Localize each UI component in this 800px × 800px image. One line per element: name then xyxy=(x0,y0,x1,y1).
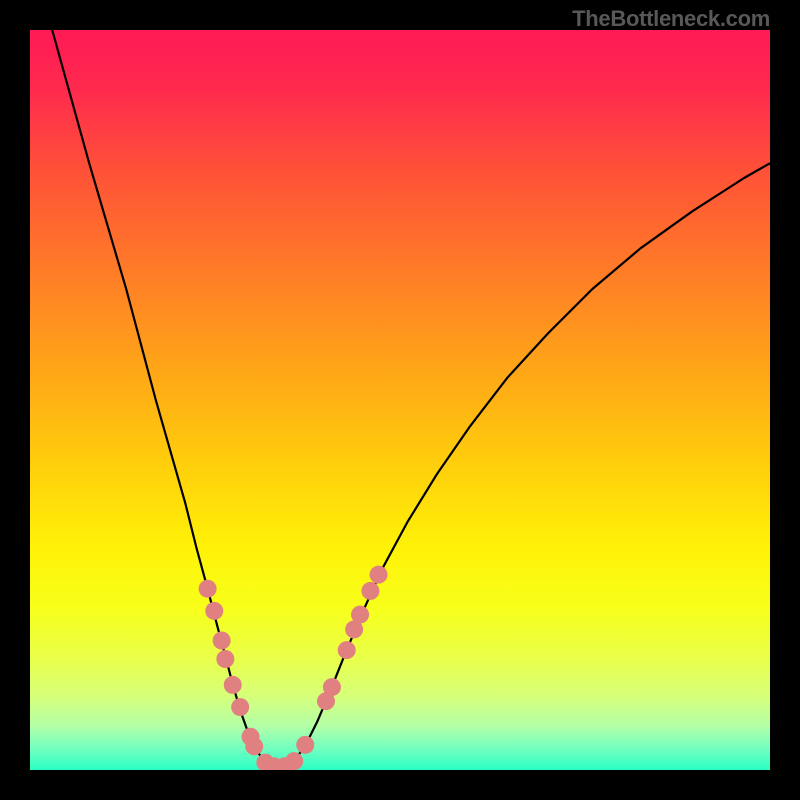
plot-area xyxy=(30,30,770,770)
data-marker xyxy=(245,737,263,755)
data-marker xyxy=(338,641,356,659)
data-marker xyxy=(285,752,303,770)
chart-frame: TheBottleneck.com xyxy=(0,0,800,800)
data-marker xyxy=(370,566,388,584)
data-marker xyxy=(199,580,217,598)
chart-background xyxy=(30,30,770,770)
data-marker xyxy=(216,650,234,668)
watermark-text: TheBottleneck.com xyxy=(572,6,770,32)
data-marker xyxy=(213,632,231,650)
data-marker xyxy=(361,582,379,600)
chart-svg xyxy=(30,30,770,770)
data-marker xyxy=(323,678,341,696)
data-marker xyxy=(351,606,369,624)
data-marker xyxy=(231,698,249,716)
data-marker xyxy=(224,676,242,694)
data-marker xyxy=(296,736,314,754)
data-marker xyxy=(205,602,223,620)
